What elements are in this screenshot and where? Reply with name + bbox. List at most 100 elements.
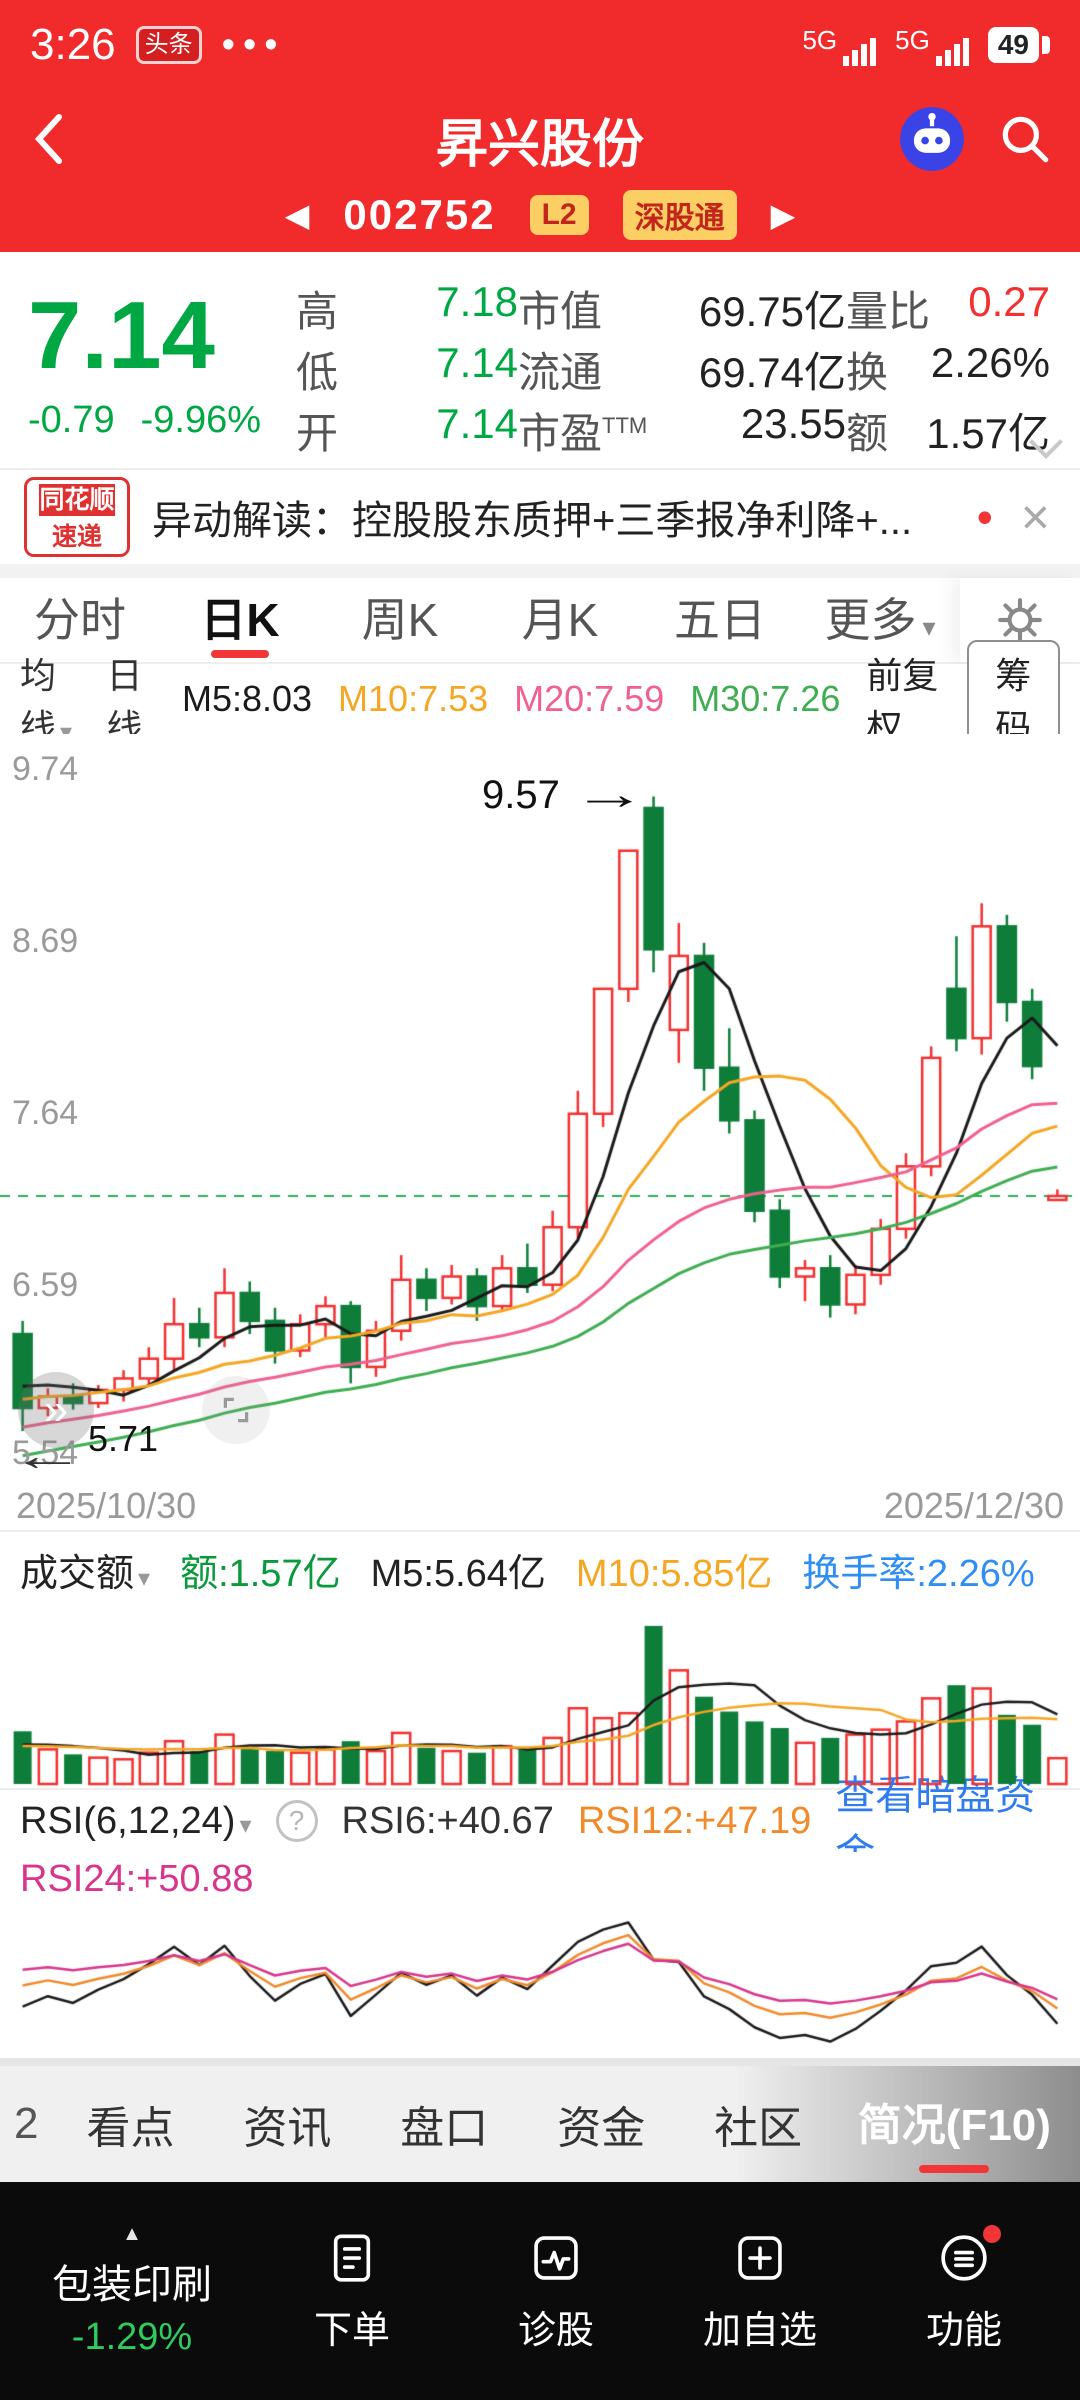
date-start: 2025/10/30 <box>16 1485 197 1526</box>
left-arrow-icon: ← <box>10 1432 86 1479</box>
tab-highlights[interactable]: 看点 <box>86 2104 175 2153</box>
volume-indicator-dropdown[interactable]: 成交额 ▾ <box>20 1552 151 1595</box>
assistant-robot-icon[interactable] <box>898 105 966 173</box>
amount-ma5: M5:5.64亿 <box>370 1552 546 1595</box>
turnover-value: 2.26% <box>930 339 1050 386</box>
volratio-label: 量比 <box>846 288 931 335</box>
high-value: 7.18 <box>436 278 518 325</box>
notification-dot <box>983 2224 1001 2243</box>
sector-shortcut[interactable]: ▲ 包装印刷 -1.29% <box>14 2223 250 2359</box>
tab-monthly-k[interactable]: 月K <box>521 594 599 646</box>
chart-settings-button[interactable] <box>960 578 1080 662</box>
tab-community[interactable]: 社区 <box>714 2104 803 2153</box>
next-stock-icon[interactable]: ▶ <box>770 197 796 233</box>
prev-stock-icon[interactable]: ◀ <box>284 197 310 233</box>
news-flash-bar[interactable]: 同花顺 速递 异动解读：控股股东质押+三季报净利降+... • × <box>0 470 1080 564</box>
turnover-label: 换 <box>846 349 889 396</box>
stock-code-row: ◀ 002752 L2 深股通 ▶ <box>0 188 1080 252</box>
tab-f10-profile[interactable]: 简况(F10) <box>837 2089 1072 2159</box>
open-label: 开 <box>296 410 339 457</box>
low-label: 低 <box>296 349 339 396</box>
tab-more[interactable]: 更多 ▾ <box>824 594 936 646</box>
pe-value: 23.55 <box>740 400 846 447</box>
amount-value: 1.57亿 <box>926 410 1050 457</box>
bottom-tab-strip: 2 看点 资讯 盘口 资金 社区 简况(F10) <box>0 2066 1080 2182</box>
rsi-indicator-dropdown[interactable]: RSI(6,12,24) ▾ <box>20 1799 252 1842</box>
status-right-cluster: 5G 5G 49 <box>802 25 1050 66</box>
help-icon[interactable]: ? <box>275 1800 318 1842</box>
quote-grid: 高 7.18 低 7.14 开 7.14 市值 69.75亿 流通 69.74亿 市盈TT… <box>296 270 1080 458</box>
period-low-annotation: 5.71 <box>88 1418 159 1459</box>
change-pct: -9.96% <box>140 398 262 441</box>
y-tick-5: 5.54 <box>12 1434 79 1472</box>
order-icon <box>323 2229 381 2287</box>
place-order-button[interactable]: 下单 <box>250 2229 454 2354</box>
chevron-down-icon: ▾ <box>922 612 936 642</box>
signal-5g-icon-2: 5G <box>895 25 972 66</box>
tab-funds[interactable]: 资金 <box>557 2104 646 2153</box>
divider <box>0 1530 1080 1532</box>
bottom-nav-bar: ▲ 包装印刷 -1.29% 下单 诊股 加自选 <box>0 2182 1080 2400</box>
amount-ma10: M10:5.85亿 <box>575 1552 773 1595</box>
price-canvas[interactable] <box>0 734 1080 1482</box>
sector-change: -1.29% <box>71 2316 193 2358</box>
ma30-value: M30:7.26 <box>690 678 841 719</box>
l2-badge: L2 <box>529 195 589 235</box>
tab-orderbook[interactable]: 盘口 <box>400 2104 489 2153</box>
functions-button[interactable]: 功能 <box>862 2224 1066 2354</box>
volratio-value: 0.27 <box>968 278 1050 325</box>
fullscreen-icon <box>223 1397 249 1423</box>
mktcap-value: 69.75亿 <box>698 288 846 335</box>
tab-intraday[interactable]: 分时 <box>34 594 126 646</box>
divider <box>0 1788 1080 1790</box>
news-unread-dot: • <box>976 491 993 543</box>
period-high-annotation: 9.57 → <box>482 770 647 819</box>
ma-legend-bar: 均线 ▾ 日线 M5:8.03 M10:7.53 M20:7.59 M30:7.2… <box>0 640 1080 758</box>
period-tab-bar: 分时 日K 周K 月K 五日 更多 ▾ <box>0 578 1080 664</box>
diagnose-icon <box>527 2229 585 2287</box>
rsi-header: RSI(6,12,24) ▾ ? RSI6:+40.67 RSI12:+47.19… <box>0 1774 1080 1876</box>
rsi-chart[interactable] <box>0 1906 1080 2058</box>
nav-bar: 昇兴股份 <box>0 90 1080 188</box>
ma20-value: M20:7.59 <box>514 678 665 719</box>
rsi24-row: RSI24:+50.88 <box>0 1852 1080 1906</box>
low-value: 7.14 <box>436 339 518 386</box>
partial-tab-edge[interactable]: 2 <box>14 2099 39 2148</box>
high-label: 高 <box>296 288 339 335</box>
right-arrow-icon: → <box>571 770 647 819</box>
price-change: -0.79 -9.96% <box>28 399 296 442</box>
fullscreen-button[interactable] <box>202 1376 270 1444</box>
plus-box-icon <box>731 2229 789 2287</box>
stock-code: 002752 <box>343 191 496 238</box>
ma5-value: M5:8.03 <box>181 678 313 719</box>
news-headline: 异动解读：控股股东质押+三季报净利降+... <box>152 499 913 543</box>
volume-chart[interactable] <box>0 1606 1080 1788</box>
battery-icon: 49 <box>987 27 1050 63</box>
status-bar: 3:26 头条 ••• 5G 5G 49 <box>0 0 1080 90</box>
jump-latest-button[interactable]: » <box>18 1372 94 1448</box>
tab-five-day[interactable]: 五日 <box>674 594 766 646</box>
add-watchlist-button[interactable]: 加自选 <box>658 2229 862 2354</box>
y-tick-4: 6.59 <box>12 1266 79 1304</box>
back-icon[interactable] <box>26 107 72 171</box>
open-value: 7.14 <box>436 400 518 447</box>
divider <box>0 468 1080 470</box>
search-icon[interactable] <box>996 110 1054 168</box>
divider <box>0 2058 1080 2066</box>
amount-label: 额 <box>846 410 889 457</box>
news-close-icon[interactable]: × <box>1020 489 1050 545</box>
tab-daily-k[interactable]: 日K <box>160 578 320 662</box>
signal-bars-icon-2 <box>935 37 969 66</box>
tab-weekly-k[interactable]: 周K <box>361 594 439 646</box>
float-label: 流通 <box>518 349 603 396</box>
status-dots-icon: ••• <box>221 23 286 66</box>
adjust-mode-toggle[interactable]: 前复权 <box>866 655 939 748</box>
red-header-area: 3:26 头条 ••• 5G 5G 49 昇兴股份 <box>0 0 1080 252</box>
chevron-down-icon: ▾ <box>239 1811 252 1839</box>
tab-news[interactable]: 资讯 <box>243 2104 332 2153</box>
ma10-value: M10:7.53 <box>338 678 489 719</box>
diagnose-stock-button[interactable]: 诊股 <box>454 2229 658 2354</box>
sector-name: 包装印刷 <box>52 2263 212 2307</box>
rsi6-value: RSI6:+40.67 <box>341 1799 554 1842</box>
